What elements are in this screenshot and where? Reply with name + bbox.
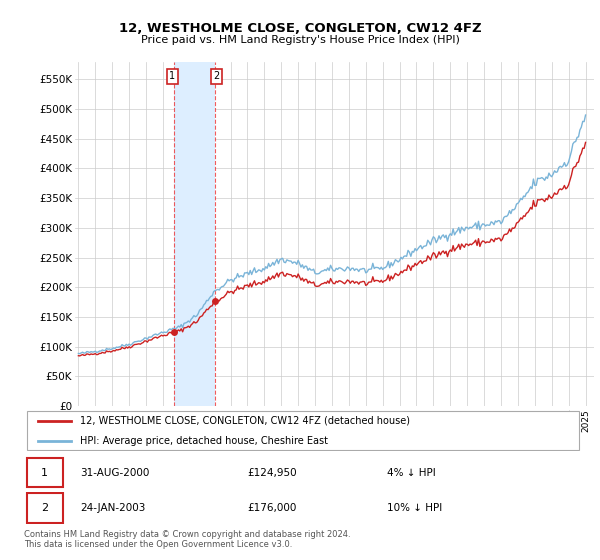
Text: Price paid vs. HM Land Registry's House Price Index (HPI): Price paid vs. HM Land Registry's House … <box>140 35 460 45</box>
Text: HPI: Average price, detached house, Cheshire East: HPI: Average price, detached house, Ches… <box>80 436 328 446</box>
Text: £176,000: £176,000 <box>247 503 296 513</box>
Bar <box>174 62 215 406</box>
Text: 10% ↓ HPI: 10% ↓ HPI <box>387 503 442 513</box>
Text: 2: 2 <box>213 72 220 81</box>
Text: Contains HM Land Registry data © Crown copyright and database right 2024.
This d: Contains HM Land Registry data © Crown c… <box>24 530 350 549</box>
FancyBboxPatch shape <box>27 411 579 450</box>
Text: 1: 1 <box>41 468 48 478</box>
Text: 12, WESTHOLME CLOSE, CONGLETON, CW12 4FZ (detached house): 12, WESTHOLME CLOSE, CONGLETON, CW12 4FZ… <box>80 416 410 426</box>
Text: £124,950: £124,950 <box>247 468 297 478</box>
Text: 1: 1 <box>169 72 176 81</box>
FancyBboxPatch shape <box>27 458 63 487</box>
Text: 2: 2 <box>41 503 48 513</box>
Text: 31-AUG-2000: 31-AUG-2000 <box>80 468 149 478</box>
Text: 4% ↓ HPI: 4% ↓ HPI <box>387 468 436 478</box>
Text: 12, WESTHOLME CLOSE, CONGLETON, CW12 4FZ: 12, WESTHOLME CLOSE, CONGLETON, CW12 4FZ <box>119 22 481 35</box>
Text: 24-JAN-2003: 24-JAN-2003 <box>80 503 145 513</box>
FancyBboxPatch shape <box>27 493 63 522</box>
